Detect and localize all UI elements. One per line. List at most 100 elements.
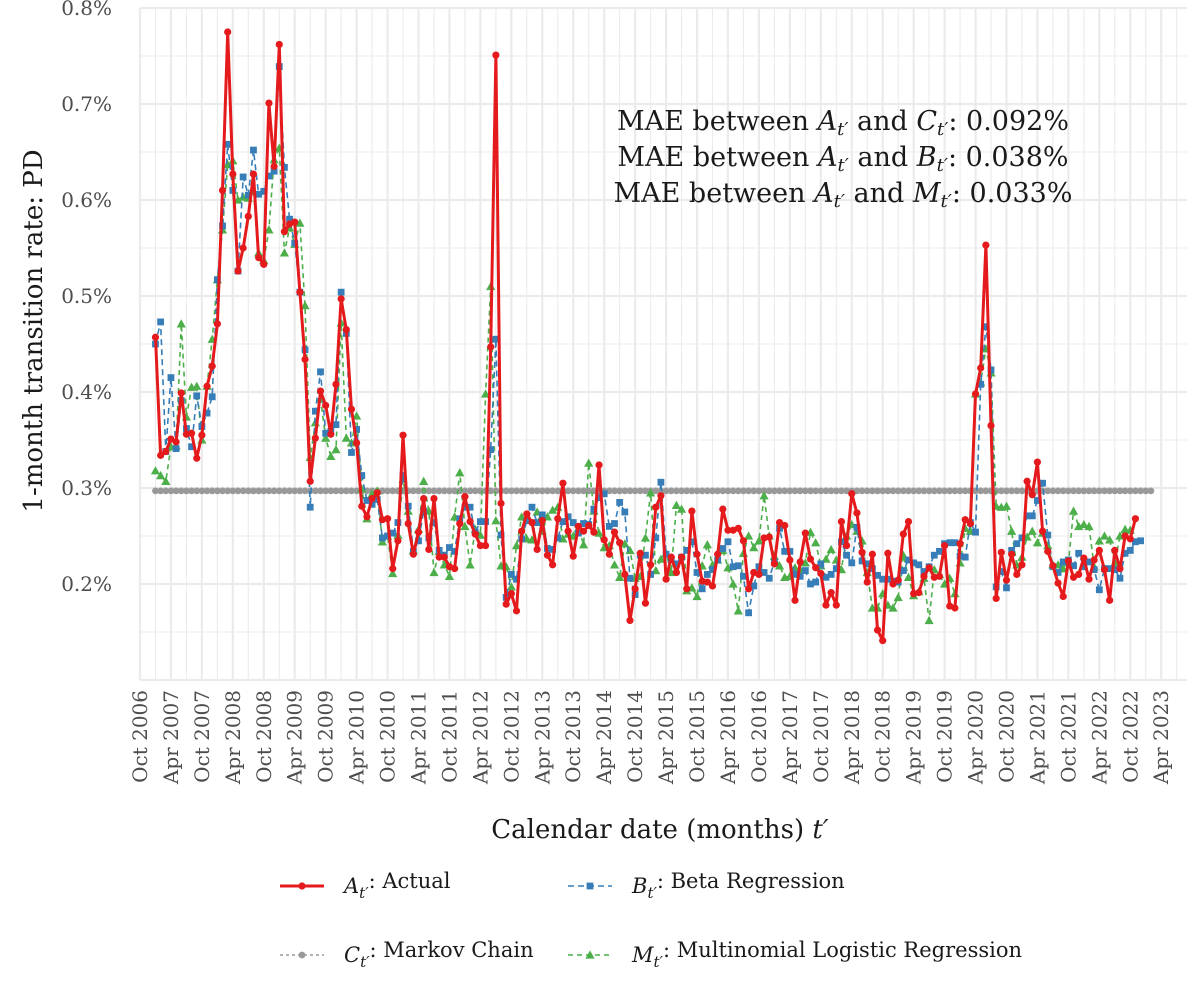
point-markov <box>1085 487 1093 495</box>
point-multinomial <box>826 544 836 554</box>
point-markov <box>879 487 887 495</box>
point-markov <box>925 487 933 495</box>
point-actual <box>770 560 778 568</box>
point-actual <box>399 431 407 439</box>
point-actual <box>647 561 655 569</box>
point-actual <box>471 530 479 538</box>
point-markov <box>889 487 897 495</box>
x-tick-label: Apr 2008 <box>221 690 245 785</box>
point-actual <box>600 536 608 544</box>
point-beta <box>740 572 747 580</box>
point-actual <box>208 362 216 370</box>
point-markov <box>188 487 195 495</box>
point-actual <box>311 434 319 442</box>
point-beta <box>244 191 252 199</box>
point-actual <box>806 555 815 563</box>
point-multinomial <box>542 512 553 521</box>
point-multinomial <box>615 572 625 581</box>
point-beta <box>260 187 268 195</box>
point-markov <box>544 487 551 495</box>
point-actual <box>229 170 237 178</box>
point-markov <box>492 487 500 495</box>
point-actual <box>672 568 680 577</box>
point-markov <box>698 487 706 495</box>
point-multinomial <box>744 531 754 540</box>
point-actual <box>157 451 165 459</box>
point-multinomial <box>460 521 470 531</box>
point-markov <box>1101 487 1108 495</box>
point-markov <box>652 487 660 495</box>
point-beta <box>286 215 293 223</box>
point-actual <box>894 576 902 584</box>
point-actual <box>920 572 928 580</box>
point-multinomial <box>749 542 759 552</box>
point-markov <box>244 487 252 495</box>
point-markov <box>683 487 691 495</box>
point-markov <box>951 487 959 495</box>
point-markov <box>440 487 448 495</box>
x-tick-label: Apr 2022 <box>1087 690 1111 785</box>
point-actual <box>296 288 304 296</box>
y-tick-label: 0.5% <box>61 284 112 308</box>
point-markov <box>466 487 474 495</box>
point-markov <box>770 487 778 495</box>
point-beta <box>270 167 278 175</box>
x-tick-label: Oct 2006 <box>128 690 152 783</box>
point-actual <box>451 565 459 573</box>
point-actual <box>837 518 846 526</box>
legend-item-actual: At′: Actual <box>280 869 451 902</box>
point-beta <box>987 366 995 374</box>
point-markov <box>719 487 727 495</box>
point-beta <box>528 503 536 511</box>
point-markov <box>884 487 892 495</box>
point-beta <box>1008 547 1016 554</box>
point-markov <box>1147 487 1155 495</box>
point-beta <box>1106 565 1114 573</box>
x-axis-title: Calendar date (months) t′ <box>491 815 829 845</box>
point-actual <box>858 548 866 556</box>
point-beta <box>1137 537 1144 545</box>
point-markov <box>275 487 283 495</box>
point-actual <box>585 521 593 530</box>
point-markov <box>631 487 639 495</box>
point-actual <box>956 540 964 548</box>
point-actual <box>595 461 603 469</box>
point-markov <box>291 487 299 495</box>
point-markov <box>425 487 433 495</box>
point-markov <box>461 487 469 495</box>
point-markov <box>296 487 304 495</box>
point-beta <box>765 574 773 582</box>
point-markov <box>311 487 319 495</box>
point-markov <box>1090 487 1098 495</box>
point-actual <box>1085 575 1093 583</box>
point-multinomial <box>1105 535 1115 544</box>
point-actual <box>543 551 552 559</box>
point-actual <box>383 515 392 523</box>
point-multinomial <box>924 615 934 625</box>
point-beta <box>745 609 753 617</box>
point-markov <box>471 487 479 495</box>
point-actual <box>1080 554 1088 562</box>
point-markov <box>832 487 840 495</box>
point-beta <box>492 335 500 343</box>
point-beta <box>281 163 288 171</box>
point-markov <box>533 487 541 495</box>
point-actual <box>801 529 809 537</box>
point-beta <box>415 537 422 545</box>
point-multinomial <box>646 488 656 497</box>
point-markov <box>487 487 495 495</box>
point-actual <box>461 493 469 501</box>
point-markov <box>384 487 391 495</box>
point-markov <box>920 487 928 495</box>
point-actual <box>662 575 670 583</box>
point-actual <box>724 526 732 534</box>
point-beta <box>157 318 165 326</box>
legend-label: Bt′: Beta Regression <box>631 869 845 902</box>
point-multinomial <box>584 458 594 467</box>
point-actual <box>853 509 861 517</box>
point-multinomial <box>754 536 764 545</box>
x-tick-label: Apr 2014 <box>592 690 616 785</box>
point-markov <box>693 487 701 495</box>
point-beta <box>946 539 954 547</box>
